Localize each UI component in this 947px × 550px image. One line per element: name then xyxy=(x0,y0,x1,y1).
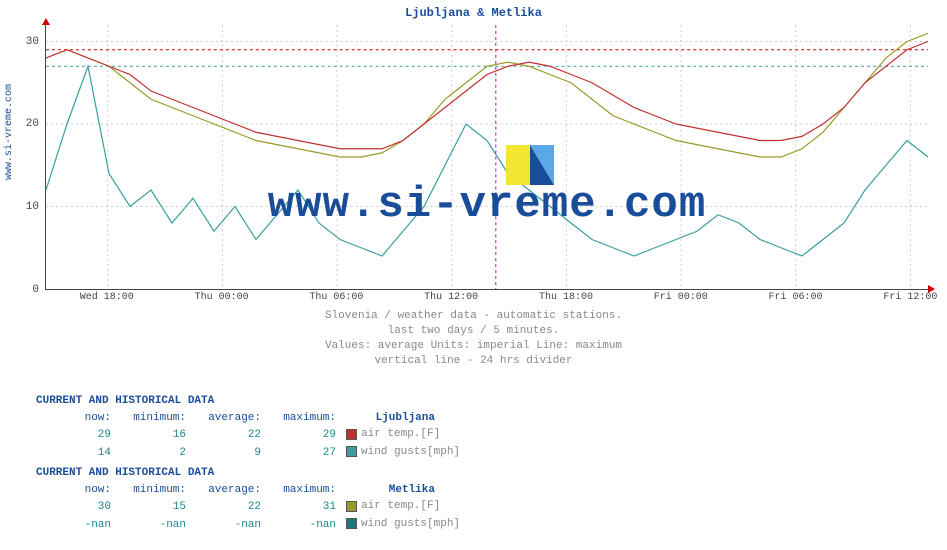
section-header: CURRENT AND HISTORICAL DATA xyxy=(36,465,460,482)
subcaption-1: Slovenia / weather data - automatic stat… xyxy=(0,310,947,322)
section-header: CURRENT AND HISTORICAL DATA xyxy=(36,393,460,410)
plot-area: www.si-vreme.com xyxy=(45,25,928,290)
y-tick: 0 xyxy=(32,284,39,296)
series-label: wind gusts[mph] xyxy=(361,518,460,530)
x-tick: Thu 06:00 xyxy=(309,292,363,303)
series-swatch xyxy=(346,446,357,457)
data-section-metlika: CURRENT AND HISTORICAL DATAnow:minimum:a… xyxy=(36,465,460,533)
data-row: 30152231air temp.[F] xyxy=(36,498,460,516)
site-url-sidebar: www.si-vreme.com xyxy=(4,84,15,180)
column-headers: now:minimum:average:maximum:Metlika xyxy=(36,482,460,499)
series-label: air temp.[F] xyxy=(361,500,440,512)
series-swatch xyxy=(346,501,357,512)
data-row: 142927wind gusts[mph] xyxy=(36,444,460,462)
x-axis-ticks: Wed 18:00 Thu 00:00 Thu 06:00 Thu 12:00 Thu … xyxy=(45,292,928,310)
data-section-ljubljana: CURRENT AND HISTORICAL DATAnow:minimum:a… xyxy=(36,393,460,461)
y-tick: 10 xyxy=(26,201,39,213)
y-axis-ticks: 0102030 xyxy=(18,25,43,290)
x-tick: Thu 00:00 xyxy=(195,292,249,303)
x-tick: Thu 18:00 xyxy=(539,292,593,303)
y-tick: 30 xyxy=(26,36,39,48)
subcaption-4: vertical line - 24 hrs divider xyxy=(0,355,947,367)
series-label: wind gusts[mph] xyxy=(361,446,460,458)
series-swatch xyxy=(346,518,357,529)
series-swatch xyxy=(346,429,357,440)
station-name: Metlika xyxy=(360,482,435,499)
x-tick: Fri 06:00 xyxy=(769,292,823,303)
station-name: Ljubljana xyxy=(360,410,435,427)
subcaption-3: Values: average Units: imperial Line: ma… xyxy=(0,340,947,352)
data-row: -nan-nan-nan-nanwind gusts[mph] xyxy=(36,516,460,534)
column-headers: now:minimum:average:maximum:Ljubljana xyxy=(36,410,460,427)
x-tick: Thu 12:00 xyxy=(424,292,478,303)
chart-title: Ljubljana & Metlika xyxy=(0,6,947,20)
x-tick: Fri 12:00 xyxy=(883,292,937,303)
y-tick: 20 xyxy=(26,118,39,130)
x-tick: Fri 00:00 xyxy=(654,292,708,303)
plot-svg xyxy=(46,25,928,289)
x-tick: Wed 18:00 xyxy=(80,292,134,303)
data-row: 29162229air temp.[F] xyxy=(36,426,460,444)
series-label: air temp.[F] xyxy=(361,428,440,440)
subcaption-2: last two days / 5 minutes. xyxy=(0,325,947,337)
y-axis-arrow xyxy=(42,18,50,25)
